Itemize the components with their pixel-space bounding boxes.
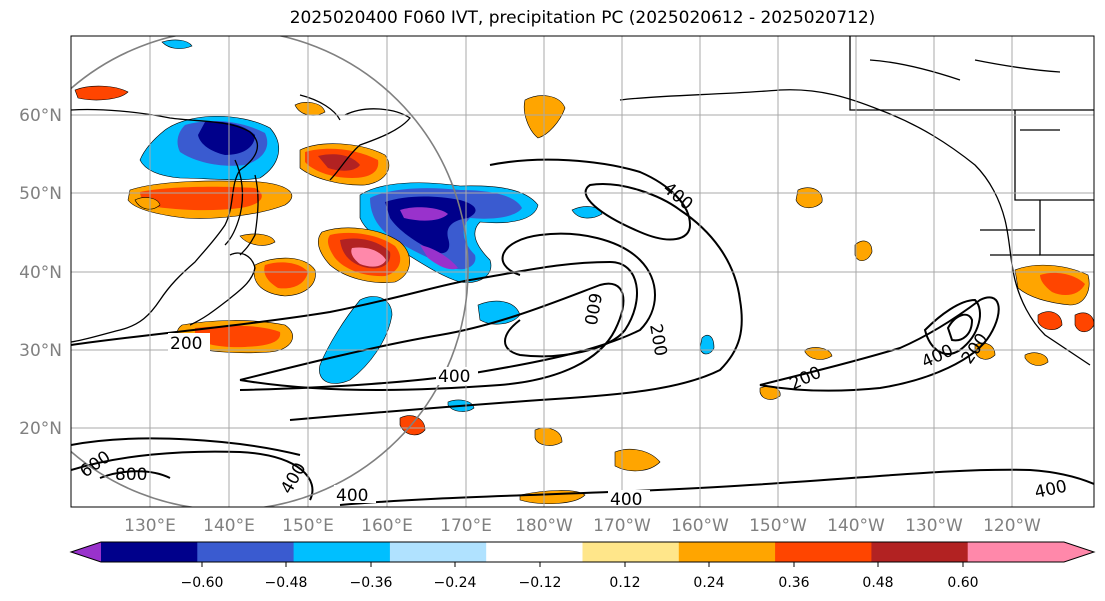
lon-label: 150°E — [282, 516, 334, 536]
colorbar-segment — [871, 542, 969, 562]
lon-label: 160°E — [361, 516, 413, 536]
colorbar-tick-label: 0.60 — [947, 575, 978, 591]
colorbar-tick-label: 0.24 — [693, 575, 724, 591]
plot-frame — [70, 35, 1095, 508]
colorbar-ticks: −0.60 −0.48 −0.36 −0.24 −0.12 0.12 0.24 … — [181, 575, 979, 591]
colorbar-tick-label: −0.60 — [181, 575, 224, 591]
contour-label: 400 — [438, 367, 470, 387]
colorbar-arrow-low — [71, 542, 101, 562]
colorbar-outline — [69, 541, 1096, 563]
colorbar-tick-label: −0.36 — [350, 575, 393, 591]
gridlines — [71, 36, 1094, 507]
colorbar — [69, 541, 1096, 567]
lon-label: 170°E — [440, 516, 492, 536]
lon-label: 180°W — [515, 516, 573, 536]
colorbar-tick-label: 0.36 — [778, 575, 809, 591]
colorbar-tick-label: −0.12 — [519, 575, 562, 591]
colorbar-segment — [293, 542, 391, 562]
lon-label: 170°W — [593, 516, 651, 536]
lon-label: 150°W — [749, 516, 807, 536]
contour-label: 400 — [336, 486, 368, 506]
lat-label: 60°N — [19, 106, 62, 126]
colorbar-tick-label: 0.12 — [609, 575, 640, 591]
lon-label: 120°W — [983, 516, 1041, 536]
lon-label: 130°E — [124, 516, 176, 536]
lat-label: 20°N — [19, 419, 62, 439]
lon-label: 140°W — [827, 516, 885, 536]
map-title: 2025020400 F060 IVT, precipitation PC (2… — [289, 8, 876, 28]
colorbar-tick-label: 0.48 — [862, 575, 893, 591]
colorbar-segment — [197, 542, 295, 562]
lat-label: 30°N — [19, 341, 62, 361]
colorbar-tick-label: −0.48 — [265, 575, 308, 591]
ivt-contours — [71, 158, 1094, 506]
colorbar-segment — [967, 542, 1065, 562]
colorbar-segment — [678, 542, 776, 562]
lat-label: 40°N — [19, 263, 62, 283]
lon-label: 130°W — [905, 516, 963, 536]
lat-axis: 60°N 50°N 40°N 30°N 20°N — [19, 106, 62, 439]
contour-label: 800 — [115, 465, 147, 485]
contour-label: 400 — [610, 490, 642, 510]
colorbar-segment — [775, 542, 872, 562]
range-circle — [71, 36, 469, 507]
lat-label: 50°N — [19, 184, 62, 204]
contour-label: 200 — [170, 334, 202, 354]
colorbar-segment — [101, 542, 198, 562]
colorbar-arrow-high — [1064, 542, 1094, 562]
colorbar-tick-label: −0.24 — [434, 575, 477, 591]
colorbar-segment — [582, 542, 680, 562]
lon-label: 140°E — [203, 516, 255, 536]
lon-axis: 130°E 140°E 150°E 160°E 170°E 180°W 170°… — [124, 516, 1041, 536]
colorbar-segment — [486, 542, 583, 562]
colorbar-segment — [389, 542, 487, 562]
lon-label: 160°W — [671, 516, 729, 536]
